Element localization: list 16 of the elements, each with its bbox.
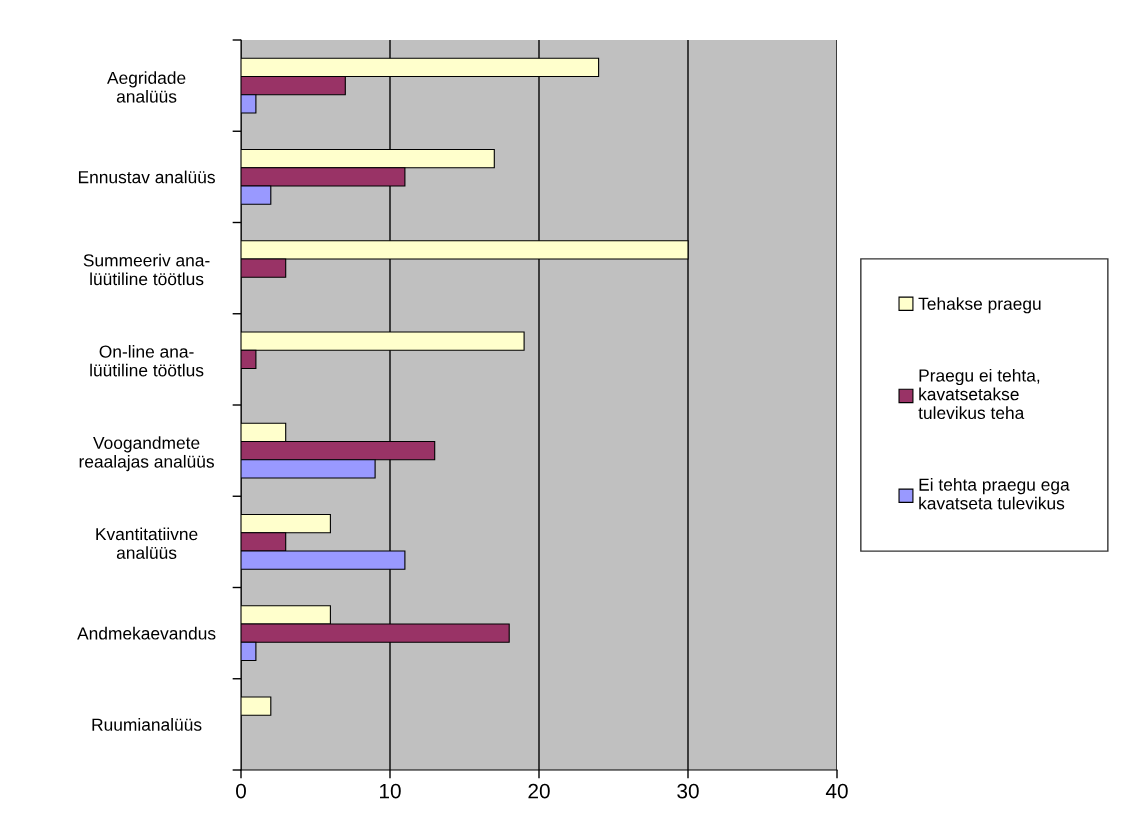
y-tick-label: Andmekaevandus [77, 626, 216, 640]
y-tick-label: Voogandmete reaalajas analüüs [79, 436, 214, 472]
x-tick-label: 0 [236, 783, 246, 799]
x-tick-label: 20 [528, 783, 550, 799]
legend-label: Ei tehta praegu ega kavatseta tulevikus [919, 478, 1070, 510]
x-tick-label: 30 [677, 783, 699, 799]
y-tick-label: Summeeriv ana- lüütiline töötlus [83, 253, 210, 286]
legend-label: Praegu ei tehta, kavatsetakse tulevikus teha [918, 368, 1040, 420]
y-tick-label: Ruumianalüüs [92, 718, 202, 731]
y-tick-label: On-line ana- lüütiline töötlus [90, 344, 204, 377]
x-tick-label: 10 [380, 783, 401, 799]
y-tick-label: Kvantitatiivne analüüs [96, 527, 198, 559]
y-tick-label: Ennustav analüüs [78, 170, 215, 184]
x-tick-label: 40 [825, 783, 848, 799]
y-tick-label: Aegridade analüüs [107, 71, 186, 103]
legend-label: Tehakse praegu [918, 297, 1041, 314]
